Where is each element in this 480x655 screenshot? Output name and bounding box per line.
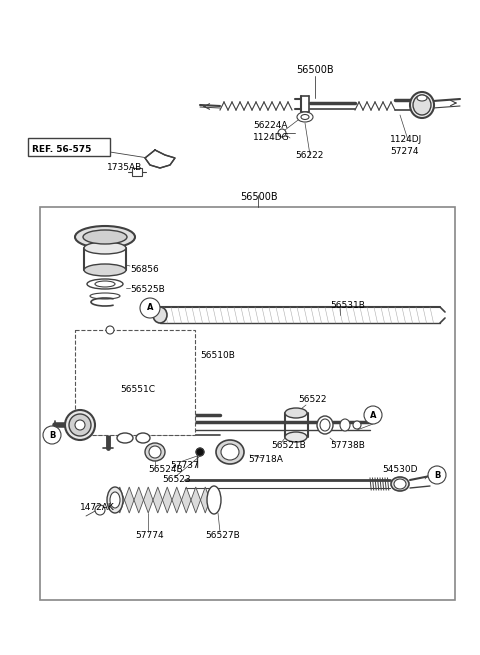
Ellipse shape <box>84 242 126 254</box>
Ellipse shape <box>75 420 85 430</box>
Ellipse shape <box>207 486 221 514</box>
Ellipse shape <box>149 446 161 458</box>
Polygon shape <box>201 487 210 513</box>
Text: 56525B: 56525B <box>130 286 165 295</box>
Text: 1124DG: 1124DG <box>253 134 289 143</box>
Ellipse shape <box>95 281 115 287</box>
Ellipse shape <box>153 307 167 323</box>
Polygon shape <box>134 487 144 513</box>
Text: 1124DJ: 1124DJ <box>390 136 422 145</box>
Circle shape <box>106 326 114 334</box>
Polygon shape <box>163 487 172 513</box>
Polygon shape <box>115 487 124 513</box>
Ellipse shape <box>320 419 330 431</box>
Text: 56523: 56523 <box>162 476 191 485</box>
Text: 1735AB: 1735AB <box>107 164 142 172</box>
Text: 56522: 56522 <box>298 396 326 405</box>
Ellipse shape <box>216 440 244 464</box>
Ellipse shape <box>107 487 123 513</box>
Bar <box>132 168 142 176</box>
Ellipse shape <box>391 477 409 491</box>
Text: 56500B: 56500B <box>240 192 277 202</box>
Text: 1472AK: 1472AK <box>80 502 115 512</box>
Ellipse shape <box>136 433 150 443</box>
Bar <box>28 138 110 156</box>
Ellipse shape <box>297 112 313 122</box>
Ellipse shape <box>87 279 123 289</box>
Text: 56856: 56856 <box>130 265 159 274</box>
Circle shape <box>278 129 286 137</box>
Ellipse shape <box>285 432 307 442</box>
Circle shape <box>43 426 61 444</box>
Ellipse shape <box>145 443 165 461</box>
Text: 57774: 57774 <box>135 531 164 540</box>
Ellipse shape <box>285 408 307 418</box>
Text: 57738B: 57738B <box>330 441 365 449</box>
Ellipse shape <box>221 444 239 460</box>
Polygon shape <box>191 487 201 513</box>
Ellipse shape <box>117 433 133 443</box>
Text: A: A <box>370 411 376 419</box>
Ellipse shape <box>410 92 434 118</box>
Circle shape <box>428 466 446 484</box>
Text: 56527B: 56527B <box>205 531 240 540</box>
Ellipse shape <box>110 492 120 508</box>
Ellipse shape <box>84 264 126 276</box>
Ellipse shape <box>413 95 431 115</box>
Circle shape <box>196 448 204 456</box>
Text: 57737: 57737 <box>170 460 199 470</box>
Bar <box>40 207 455 600</box>
Text: REF. 56-575: REF. 56-575 <box>32 145 91 153</box>
Ellipse shape <box>394 479 406 489</box>
Circle shape <box>140 298 160 318</box>
Polygon shape <box>124 487 134 513</box>
Text: B: B <box>434 470 440 479</box>
Ellipse shape <box>83 230 127 244</box>
Text: 57718A: 57718A <box>248 455 283 464</box>
Text: 56500B: 56500B <box>296 65 334 75</box>
Circle shape <box>364 406 382 424</box>
Circle shape <box>353 421 361 429</box>
Text: 56531B: 56531B <box>330 301 365 310</box>
Ellipse shape <box>340 419 350 431</box>
Circle shape <box>196 448 204 456</box>
Ellipse shape <box>90 293 120 299</box>
Ellipse shape <box>301 115 309 119</box>
Circle shape <box>95 505 105 515</box>
Text: 56222: 56222 <box>295 151 324 160</box>
Text: A: A <box>147 303 153 312</box>
Text: 56551C: 56551C <box>120 386 155 394</box>
Text: 56521B: 56521B <box>271 441 306 449</box>
Ellipse shape <box>69 414 91 436</box>
Text: 56224A: 56224A <box>253 121 288 130</box>
Polygon shape <box>153 487 163 513</box>
Polygon shape <box>172 487 181 513</box>
Ellipse shape <box>317 416 333 434</box>
Text: B: B <box>49 430 55 440</box>
Polygon shape <box>145 150 175 168</box>
Polygon shape <box>144 487 153 513</box>
Ellipse shape <box>75 226 135 248</box>
Text: 56524B: 56524B <box>148 466 182 474</box>
Polygon shape <box>181 487 191 513</box>
Text: 57274: 57274 <box>390 147 419 155</box>
Ellipse shape <box>65 410 95 440</box>
Text: 56510B: 56510B <box>200 350 235 360</box>
Text: 54530D: 54530D <box>382 466 418 474</box>
Ellipse shape <box>417 95 427 101</box>
Bar <box>75 330 195 435</box>
